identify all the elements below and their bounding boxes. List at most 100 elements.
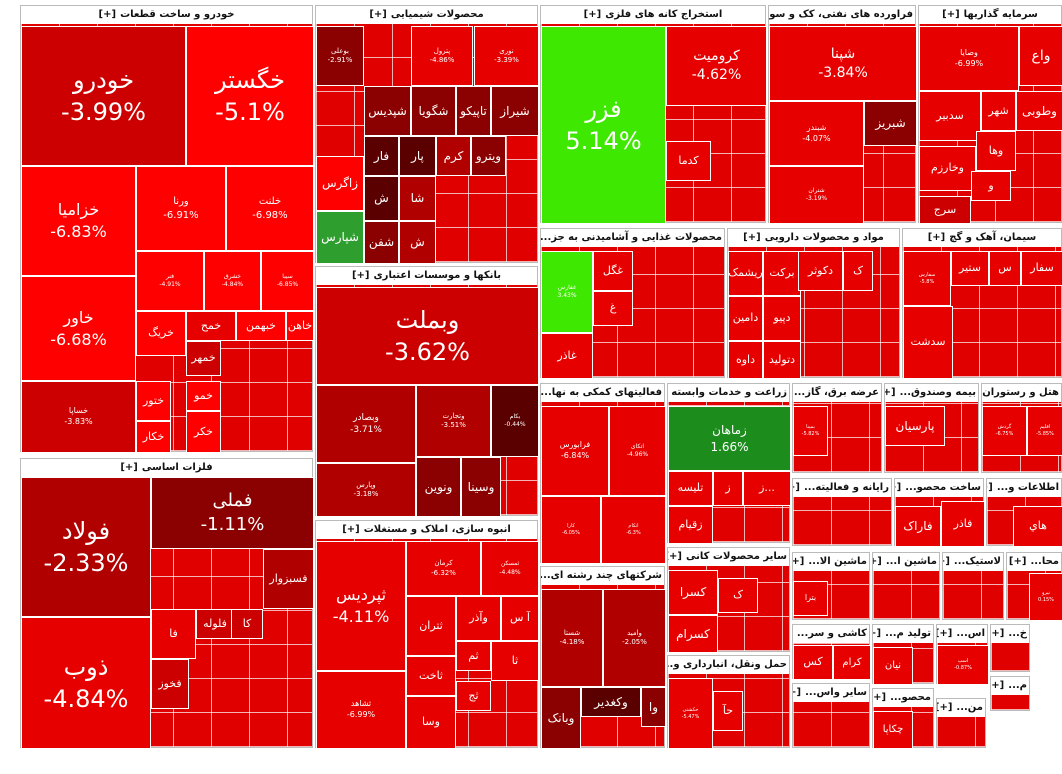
stock-tile[interactable]: فاراک (895, 506, 941, 547)
stock-tile[interactable]: ختور (136, 381, 171, 421)
stock-tile[interactable]: ش (399, 221, 436, 264)
stock-tile[interactable]: واع (1019, 26, 1062, 86)
stock-tile[interactable]: چکاپا (873, 711, 913, 749)
stock-tile[interactable]: وها (976, 131, 1016, 171)
stock-tile[interactable]: بوعلی -2.91% (316, 26, 364, 86)
stock-tile[interactable]: دتولید (763, 341, 801, 379)
stock-tile[interactable]: ک (843, 251, 873, 291)
stock-tile[interactable]: شپنا -3.84% (769, 26, 917, 101)
stock-tile[interactable]: گردش -6.75% (982, 406, 1027, 456)
stock-tile[interactable]: تاپیکو (456, 86, 491, 136)
stock-tile[interactable]: اتکام -6.3% (601, 496, 666, 564)
stock-tile[interactable]: فنر -4.91% (136, 251, 204, 311)
stock-tile[interactable]: فسبزوار (263, 549, 314, 609)
stock-tile[interactable]: شستا -4.18% (541, 589, 603, 687)
stock-tile[interactable]: کرومیت -4.62% (666, 26, 767, 106)
stock-tile[interactable]: شتران -3.19% (769, 166, 864, 224)
stock-tile[interactable]: ثا (491, 641, 539, 681)
stock-tile[interactable]: ثشاهد -6.99% (316, 671, 406, 749)
stock-tile[interactable]: بکام -0.44% (491, 385, 539, 457)
stock-tile[interactable]: فزر 5.14% (541, 26, 666, 224)
stock-tile[interactable]: خبهمن (236, 311, 286, 341)
stock-tile[interactable]: غاذر (541, 333, 593, 379)
stock-tile[interactable]: کا (231, 609, 263, 639)
stock-tile[interactable]: فرابورس -6.84% (541, 406, 609, 496)
stock-tile[interactable]: تلیسه (668, 471, 713, 506)
expand-toggle[interactable]: [+] (885, 387, 896, 398)
stock-tile[interactable]: کرمان -6.32% (406, 541, 481, 596)
stock-tile[interactable]: وبصادر -3.71% (316, 385, 416, 463)
stock-tile[interactable]: کدما (666, 141, 711, 181)
stock-tile[interactable]: وخارزم (919, 146, 976, 191)
stock-tile[interactable]: خمح (186, 311, 236, 341)
stock-tile[interactable]: ثاخت (406, 656, 456, 696)
stock-tile[interactable]: حآ (713, 691, 743, 731)
expand-toggle[interactable]: [+] (927, 232, 946, 243)
expand-toggle[interactable]: [+] (351, 270, 370, 281)
stock-tile[interactable]: شگویا (411, 86, 456, 136)
stock-tile[interactable]: بترا (793, 581, 828, 616)
stock-tile[interactable]: کارا -6.05% (541, 496, 601, 564)
stock-tile[interactable]: نیرو 0.15% (1029, 573, 1062, 621)
stock-tile[interactable]: ستیر (951, 251, 989, 286)
stock-tile[interactable]: ک (718, 578, 758, 613)
stock-tile[interactable]: بمپنا -5.82% (793, 406, 828, 456)
stock-tile[interactable]: شا (399, 176, 436, 221)
stock-tile[interactable]: وکغدیر (581, 687, 641, 717)
stock-tile[interactable]: خلنت -6.98% (226, 166, 314, 251)
stock-tile[interactable]: وبانک (541, 687, 581, 749)
stock-tile[interactable]: سدبیر (919, 91, 981, 141)
stock-tile[interactable]: ویترو (471, 136, 506, 176)
stock-tile[interactable]: فملی -1.11% (151, 477, 314, 549)
expand-toggle[interactable]: [+] (937, 702, 953, 713)
stock-tile[interactable]: ثمسکن -4.48% (481, 541, 539, 596)
stock-tile[interactable]: وسا (406, 696, 456, 749)
expand-toggle[interactable]: [+] (342, 524, 360, 535)
stock-tile[interactable]: زماهان 1.66% (668, 406, 791, 471)
stock-tile[interactable]: پارسیان (885, 406, 945, 446)
stock-tile[interactable]: پترول -4.86% (411, 26, 473, 86)
stock-tile[interactable]: نوری -3.39% (474, 26, 539, 86)
stock-tile[interactable]: سفارس -5.8% (903, 251, 951, 306)
stock-tile[interactable]: خساپا -3.83% (21, 381, 136, 453)
stock-tile[interactable]: فار (364, 136, 399, 176)
expand-toggle[interactable]: [+] (987, 482, 993, 493)
stock-tile[interactable]: وامید -2.05% (603, 589, 666, 687)
expand-toggle[interactable]: [+] (793, 687, 802, 698)
stock-tile[interactable]: شهر (981, 91, 1016, 131)
stock-tile[interactable]: فا (151, 609, 196, 659)
stock-tile[interactable]: ش (364, 176, 399, 221)
stock-tile[interactable]: خمو (186, 381, 221, 411)
stock-tile[interactable]: غفارس 3.43% (541, 251, 593, 333)
stock-tile[interactable]: ریشمک (728, 251, 763, 296)
stock-tile[interactable]: اقلیم -5.85% (1027, 406, 1062, 456)
stock-tile[interactable]: فولاد -2.33% (21, 477, 151, 617)
expand-toggle[interactable]: [+] (793, 482, 800, 493)
expand-toggle[interactable]: [+] (98, 9, 117, 20)
stock-tile[interactable]: خکر (186, 411, 221, 453)
expand-toggle[interactable]: [+] (873, 628, 882, 639)
stock-tile[interactable]: اسپ -0.87% (937, 645, 989, 685)
stock-tile[interactable]: وا (641, 687, 666, 727)
stock-tile[interactable]: سرج (919, 196, 971, 224)
stock-tile[interactable]: خزامیا -6.83% (21, 166, 136, 276)
stock-tile[interactable]: فاذر (941, 501, 985, 547)
stock-tile[interactable]: فلوله (196, 609, 234, 639)
stock-tile[interactable]: ثپردیس -4.11% (316, 541, 406, 671)
expand-toggle[interactable]: [+] (943, 556, 950, 567)
stock-tile[interactable]: آ س (501, 596, 539, 641)
stock-tile[interactable]: وطوبی (1016, 91, 1062, 131)
stock-tile[interactable]: دپیو (763, 296, 801, 341)
stock-tile[interactable]: شپارس (316, 211, 364, 264)
stock-tile[interactable]: شبریز (864, 101, 917, 146)
stock-tile[interactable]: ثج (456, 681, 491, 711)
expand-toggle[interactable]: [+] (743, 232, 761, 243)
expand-toggle[interactable]: [+] (895, 482, 902, 493)
stock-tile[interactable]: خمهر (186, 341, 221, 376)
stock-tile[interactable]: خشرق -4.84% (204, 251, 261, 311)
stock-tile[interactable]: دامین (728, 296, 763, 341)
stock-tile[interactable]: خکار (136, 421, 171, 453)
stock-tile[interactable]: س (989, 251, 1021, 286)
stock-tile[interactable]: فخوز (151, 659, 189, 709)
stock-tile[interactable]: غگل (593, 251, 633, 291)
